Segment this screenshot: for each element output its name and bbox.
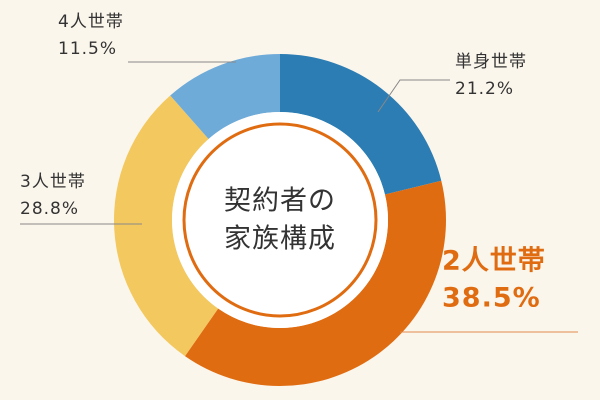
value-label: 11.5% (58, 39, 117, 59)
legend-label: 4人世帯 (58, 12, 124, 32)
leader-line (377, 79, 450, 113)
value-label: 28.8% (20, 199, 79, 219)
slice (280, 54, 442, 195)
legend-label: 単身世帯 (455, 52, 527, 72)
inner-ring (182, 122, 378, 318)
legend-label: 2人世帯 (442, 245, 546, 277)
inner-disc (172, 112, 388, 328)
slice (184, 180, 447, 386)
chart-title: 契約者の (224, 186, 336, 217)
value-label: 21.2% (455, 79, 514, 99)
slice (170, 53, 280, 139)
chart-title: 家族構成 (224, 224, 336, 255)
slice (114, 95, 219, 357)
legend-label: 3人世帯 (20, 172, 86, 192)
value-label: 38.5% (442, 283, 541, 314)
